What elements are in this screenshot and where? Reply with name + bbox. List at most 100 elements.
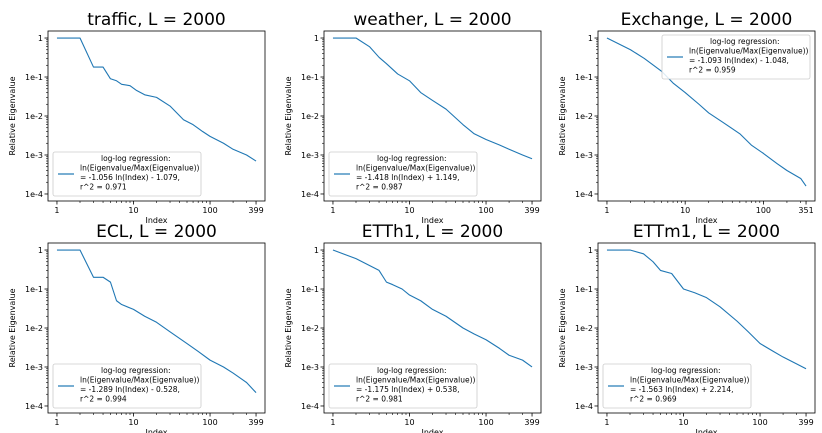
- x-tick-label: 1: [604, 206, 609, 215]
- chart-panel-3: Exchange, L = 2000 1 10 100 351 1 1e-1 1e-2 1e-3…: [558, 10, 816, 225]
- y-axis-label: Relative Eigenvalue: [8, 76, 17, 155]
- y-tick-label: 1e-1: [25, 73, 43, 82]
- x-tick-label: 100: [478, 206, 493, 215]
- y-tick-label: 1e-2: [575, 112, 593, 121]
- x-axis-label: Index: [695, 428, 717, 433]
- legend: log-log regression:ln(Eigenvalue/Max(Eig…: [52, 363, 202, 409]
- y-axis-label: Relative Eigenvalue: [284, 288, 293, 367]
- x-tick-label: 1: [54, 418, 59, 427]
- x-tick-label: 10: [678, 418, 688, 427]
- chart-title: ECL, L = 2000: [96, 222, 217, 242]
- legend: log-log regression:ln(Eigenvalue/Max(Eig…: [328, 363, 478, 409]
- y-tick-label: 1e-3: [301, 363, 319, 372]
- chart-panel-1: traffic, L = 2000 1 10 100 399 1 1e-1 1e-2 1e-3 1…: [8, 10, 266, 225]
- y-tick-label: 1e-2: [25, 324, 43, 333]
- y-tick-label: 1e-4: [25, 402, 43, 411]
- x-tick-label: 399: [248, 206, 263, 215]
- legend-title: log-log regression:: [101, 366, 171, 375]
- x-tick-label: 100: [478, 418, 493, 427]
- x-tick-label: 100: [752, 418, 767, 427]
- legend-box: [52, 363, 202, 409]
- x-tick-label: 399: [524, 206, 539, 215]
- y-tick-label: 1e-1: [575, 73, 593, 82]
- y-tick-label: 1e-3: [25, 363, 43, 372]
- legend-box: [602, 363, 752, 409]
- legend-box: [661, 34, 811, 80]
- x-tick-label: 10: [404, 418, 414, 427]
- series-line-1: [332, 249, 533, 368]
- legend-entry-line: = -1.289 ln(Index) - 0.528,: [80, 385, 180, 394]
- x-tick-label: 1: [54, 206, 59, 215]
- legend-entry-line: r^2 = 0.994: [80, 395, 127, 404]
- x-tick-label: 1: [330, 418, 335, 427]
- x-axis-label: Index: [145, 428, 167, 433]
- legend-entry-line: ln(Eigenvalue/Max(Eigenvalue)): [689, 47, 809, 56]
- x-tick-label: 399: [248, 418, 263, 427]
- y-tick-label: 1: [314, 34, 319, 43]
- legend-entry-line: ln(Eigenvalue/Max(Eigenvalue)): [80, 376, 200, 385]
- legend: log-log regression:ln(Eigenvalue/Max(Eig…: [328, 151, 478, 197]
- chart-panel-6: ETTm1, L = 2000 1 10 100 399 1 1e-1 1e-2 1e-3 1e-…: [558, 222, 816, 433]
- legend: log-log regression:ln(Eigenvalue/Max(Eig…: [602, 363, 752, 409]
- legend-box: [328, 151, 478, 197]
- y-tick-label: 1e-3: [25, 151, 43, 160]
- legend-box: [52, 151, 202, 197]
- y-tick-label: 1e-4: [25, 190, 43, 199]
- legend-entry-line: = -1.093 ln(Index) - 1.048,: [689, 56, 789, 65]
- chart-title: ETTh1, L = 2000: [362, 222, 503, 242]
- legend-title: log-log regression:: [377, 154, 447, 163]
- x-tick-label: 399: [524, 418, 539, 427]
- y-tick-label: 1: [314, 246, 319, 255]
- series-line-1: [56, 249, 257, 394]
- y-tick-label: 1e-2: [575, 324, 593, 333]
- y-tick-label: 1e-4: [301, 402, 319, 411]
- chart-title: traffic, L = 2000: [87, 10, 225, 30]
- x-axis-label: Index: [421, 216, 443, 225]
- chart-panel-5: ETTh1, L = 2000 1 10 100 399 1 1e-1 1e-2 1e-3 1e-…: [284, 222, 542, 433]
- x-tick-label: 100: [202, 206, 217, 215]
- legend-entry-line: ln(Eigenvalue/Max(Eigenvalue)): [356, 164, 476, 173]
- x-axis-label: Index: [145, 216, 167, 225]
- y-tick-label: 1: [38, 246, 43, 255]
- legend: log-log regression:ln(Eigenvalue/Max(Eig…: [661, 34, 811, 80]
- legend-entry-line: = -1.418 ln(Index) + 1.149,: [356, 173, 459, 182]
- chart-panel-4: ECL, L = 2000 1 10 100 399 1 1e-1 1e-2 1e-3 1e-4 I…: [8, 222, 266, 433]
- y-axis-label: Relative Eigenvalue: [558, 288, 567, 367]
- legend-entry-line: = -1.056 ln(Index) - 1.079,: [80, 173, 180, 182]
- x-tick-label: 399: [798, 418, 813, 427]
- legend-entry-line: r^2 = 0.969: [630, 395, 677, 404]
- y-tick-label: 1: [38, 34, 43, 43]
- x-tick-label: 10: [128, 206, 138, 215]
- x-tick-label: 1: [604, 418, 609, 427]
- legend-entry-line: = -1.175 ln(Index) + 0.538,: [356, 385, 459, 394]
- x-tick-label: 351: [798, 206, 813, 215]
- y-tick-label: 1: [588, 34, 593, 43]
- x-tick-label: 10: [680, 206, 690, 215]
- y-tick-label: 1e-1: [301, 73, 319, 82]
- series-line-1: [56, 37, 257, 162]
- y-axis-label: Relative Eigenvalue: [558, 76, 567, 155]
- legend-entry-line: ln(Eigenvalue/Max(Eigenvalue)): [80, 164, 200, 173]
- x-tick-label: 100: [756, 206, 771, 215]
- x-tick-label: 10: [128, 418, 138, 427]
- legend-entry-line: r^2 = 0.981: [356, 395, 403, 404]
- series-line-1: [606, 37, 807, 187]
- y-tick-label: 1e-3: [301, 151, 319, 160]
- y-tick-label: 1e-1: [575, 285, 593, 294]
- chart-panel-2: weather, L = 2000 1 10 100 399 1 1e-1 1e-2 1e-3 1…: [284, 10, 542, 225]
- y-tick-label: 1e-4: [301, 190, 319, 199]
- legend-box: [328, 363, 478, 409]
- legend-entry-line: ln(Eigenvalue/Max(Eigenvalue)): [630, 376, 750, 385]
- y-tick-label: 1e-4: [575, 190, 593, 199]
- y-tick-label: 1e-2: [25, 112, 43, 121]
- x-axis-label: Index: [695, 216, 717, 225]
- legend-entry-line: r^2 = 0.971: [80, 183, 127, 192]
- chart-title: weather, L = 2000: [353, 10, 511, 30]
- legend: log-log regression:ln(Eigenvalue/Max(Eig…: [52, 151, 202, 197]
- y-tick-label: 1e-3: [575, 151, 593, 160]
- x-axis-label: Index: [421, 428, 443, 433]
- legend-entry-line: r^2 = 0.987: [356, 183, 403, 192]
- legend-title: log-log regression:: [651, 366, 721, 375]
- x-tick-label: 100: [202, 418, 217, 427]
